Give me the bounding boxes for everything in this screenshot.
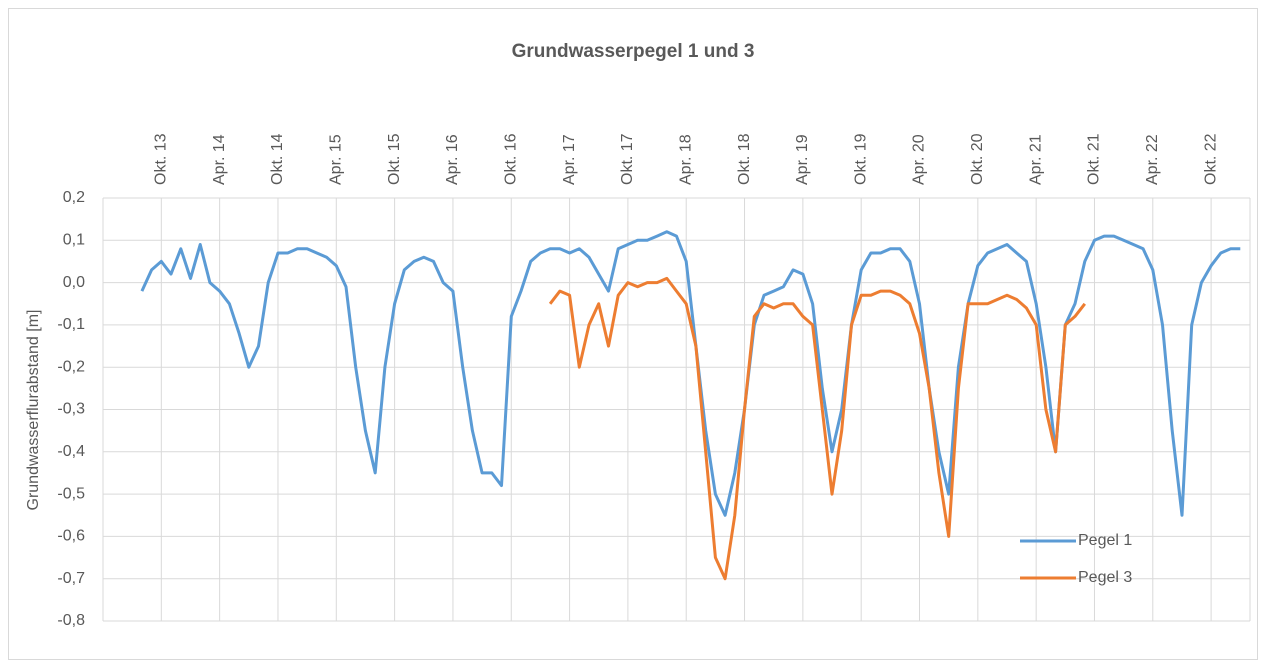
legend-label: Pegel 1 [1078, 532, 1132, 549]
chart-title: Grundwasserpegel 1 und 3 [512, 41, 755, 62]
y-tick-label: -0,3 [57, 401, 85, 418]
x-tick-label: Okt. 20 [969, 133, 986, 185]
x-tick-label: Apr. 22 [1144, 134, 1161, 185]
y-tick-label: -0,4 [57, 443, 85, 460]
x-tick-label: Okt. 19 [852, 133, 869, 185]
x-tick-label: Okt. 18 [736, 133, 753, 185]
x-tick-label: Apr. 15 [328, 134, 345, 185]
x-tick-label: Okt. 21 [1086, 133, 1103, 185]
x-tick-label: Apr. 21 [1027, 134, 1044, 185]
y-tick-label: 0,0 [63, 274, 85, 291]
x-tick-label: Okt. 17 [619, 133, 636, 185]
y-tick-label: -0,7 [57, 570, 85, 587]
y-tick-label: -0,8 [57, 612, 85, 629]
y-tick-label: 0,1 [63, 232, 85, 249]
y-tick-label: 0,2 [63, 189, 85, 206]
x-tick-label: Apr. 17 [561, 134, 578, 185]
x-tick-label: Okt. 15 [386, 133, 403, 185]
x-tick-label: Apr. 18 [677, 134, 694, 185]
x-tick-label: Okt. 22 [1202, 133, 1219, 185]
x-tick-label: Apr. 14 [211, 134, 228, 185]
chart-border [8, 8, 1258, 660]
legend-label: Pegel 3 [1078, 569, 1132, 586]
y-tick-label: -0,5 [57, 485, 85, 502]
x-tick-label: Okt. 16 [502, 133, 519, 185]
x-tick-label: Okt. 13 [153, 133, 170, 185]
y-axis-label: Grundwasserflurabstand [m] [25, 310, 42, 511]
x-tick-label: Apr. 19 [794, 134, 811, 185]
x-tick-label: Apr. 20 [911, 134, 928, 185]
y-tick-label: -0,1 [57, 316, 85, 333]
x-tick-label: Apr. 16 [444, 134, 461, 185]
y-tick-label: -0,2 [57, 358, 85, 375]
series-line [548, 276, 1086, 581]
x-tick-label: Okt. 14 [269, 133, 286, 185]
y-tick-label: -0,6 [57, 528, 85, 545]
